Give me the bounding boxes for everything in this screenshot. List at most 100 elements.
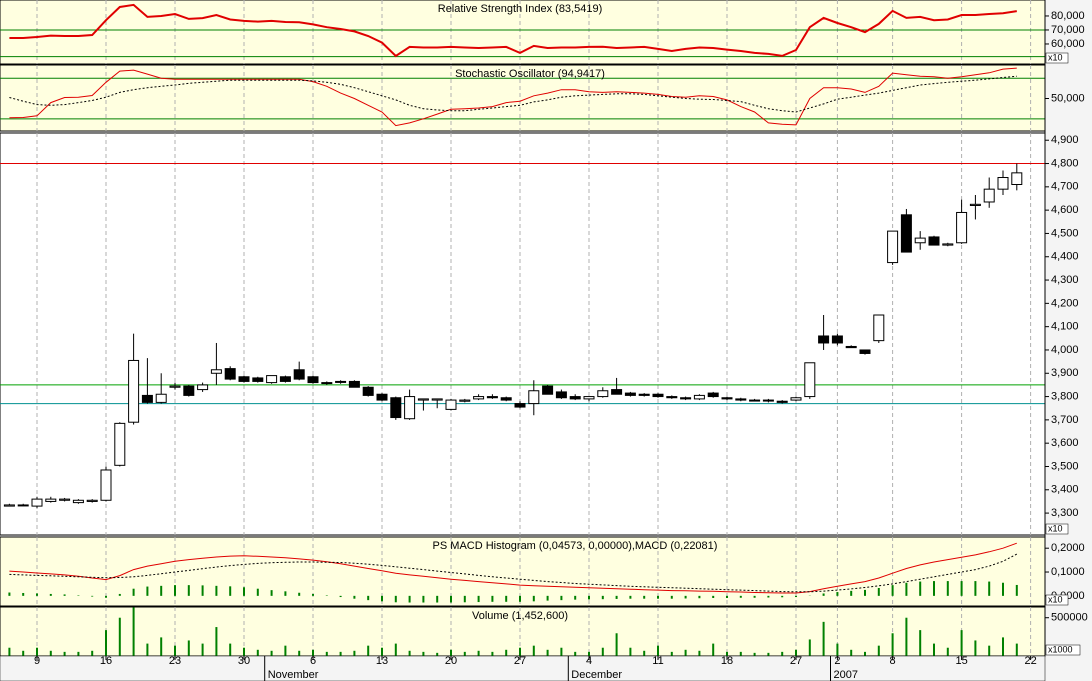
candle-body [473,396,485,400]
volume-bar [822,621,825,656]
candle-body [72,499,84,504]
candle-body [666,396,678,399]
y-tick-label: 0,2000 [1051,542,1085,554]
candle-body [100,469,112,501]
candle-body [128,359,140,423]
volume-bar [601,647,604,656]
volume-bar [739,651,742,656]
x-tick-label: 30 [238,655,250,667]
candle-body [293,369,305,380]
volume-bar [795,649,797,656]
histogram-bar [105,595,107,598]
candle-body [307,376,319,384]
volume-bar [919,630,922,656]
candle-body [390,397,402,419]
x-tick-label: 27 [514,655,526,667]
period-label: December [571,669,622,681]
histogram-bar [574,595,577,600]
y-tick-label: 4,700 [1051,181,1079,193]
candle-body [238,376,250,382]
candle-body [348,380,360,388]
candle-body [721,397,733,400]
histogram-bar [491,595,494,602]
candle-body [542,385,554,395]
volume-bar [491,651,494,656]
volume-bar [8,647,11,656]
candle-body [969,203,981,206]
volume-bar [201,643,204,656]
volume-bar [408,650,411,656]
candle-body [569,396,581,400]
plot-area [8,607,1032,656]
plot-area [8,537,1032,606]
histogram-bar [49,593,52,596]
histogram-bar [22,592,25,596]
candle-body [776,400,788,403]
volume-bar [629,647,632,656]
y-tick-label: 4,900 [1051,134,1079,146]
candle-body [624,392,636,396]
volume-bar [339,651,342,656]
candle-body [652,393,664,398]
y-tick-label: 3,500 [1051,460,1079,472]
multiplier-box [1045,52,1069,64]
multiplier-box [1045,523,1069,535]
histogram-bar [408,595,411,603]
x-tick-label: 20 [445,655,457,667]
y-tick-label: 70,000 [1051,24,1085,36]
candle-body [169,385,181,388]
plot-area [0,65,1045,131]
candle-body [500,397,512,401]
histogram-bar [256,588,259,596]
histogram-bar [160,585,163,596]
candle-body [155,393,167,403]
candle-body [141,394,153,403]
candle-body [956,211,968,244]
y-tick-label: 4,400 [1051,251,1079,263]
volume-bar [49,650,52,656]
volume-bar [436,652,439,656]
candle-body [59,498,71,501]
candle-body [845,345,857,349]
x-tick-label: 6 [310,655,316,667]
y-tick-label: 4,800 [1051,157,1079,169]
volume-bar [574,651,577,656]
histogram-bar [353,595,356,599]
candle-body [528,390,540,405]
y-tick-label: 3,800 [1051,390,1079,402]
histogram-bar [795,595,797,598]
candle-body [735,398,747,401]
volume-bar [229,643,232,656]
volume-bar [850,649,853,656]
volume-bar [988,645,991,656]
candle-body [486,396,498,399]
plot-area [0,0,1045,64]
histogram-bar [601,595,604,600]
histogram-bar [588,595,590,600]
y-tick-label: 60,000 [1051,38,1085,50]
histogram-bar [836,592,839,596]
candle-body [611,389,623,395]
histogram-bar [905,582,908,596]
candle-body [197,384,209,391]
y-tick-label: 50,000 [1051,92,1085,104]
volume-bar [463,651,466,656]
volume-bar [325,651,328,656]
multiplier: x10 [1048,594,1063,604]
histogram-bar [726,595,728,598]
histogram-bar [781,595,784,598]
x-tick-label: 9 [34,655,40,667]
volume-bar [270,650,273,656]
x-tick-label: 22 [1024,655,1036,667]
volume-bar [615,633,618,656]
panel: 80,000 70,000 60,000 x10 Relative Strength I… [0,0,1085,65]
histogram-bar [615,595,618,599]
histogram-bar [919,581,922,596]
volume-bar [864,651,866,656]
histogram-bar [436,595,439,603]
y-tick-label: 3,600 [1051,437,1079,449]
y-tick-label: 0,1000 [1051,566,1085,578]
period-label: November [268,669,319,681]
y-tick-label: 3,300 [1051,507,1079,519]
